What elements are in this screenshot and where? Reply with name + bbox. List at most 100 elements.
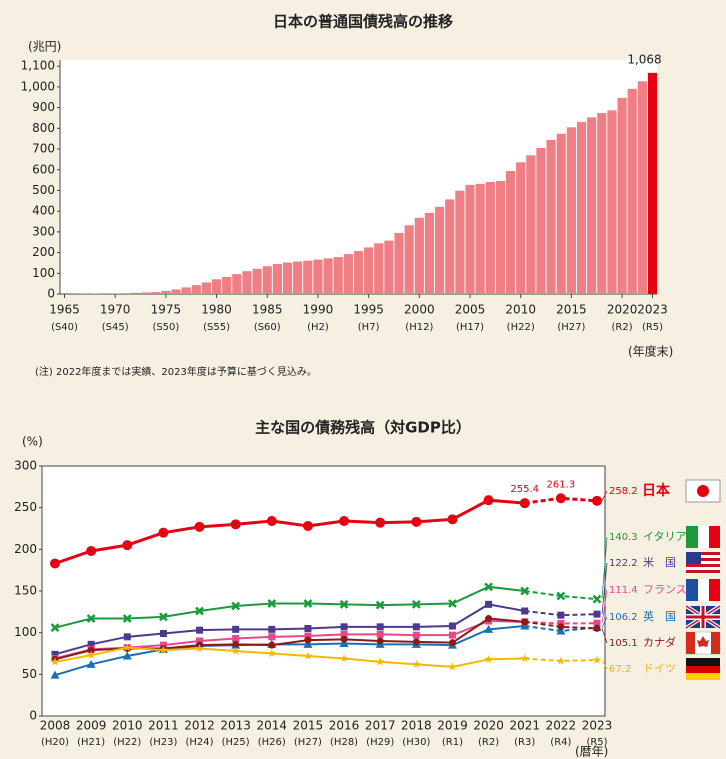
bar xyxy=(222,277,232,294)
x-tick-label: 1995 xyxy=(353,303,384,317)
bar xyxy=(445,199,455,294)
bar xyxy=(272,263,282,294)
marker xyxy=(557,623,565,631)
x-tick-label: 1975 xyxy=(151,303,182,317)
x-era-label: (R4) xyxy=(550,737,571,748)
legend-label: 米 国 xyxy=(643,556,676,569)
x-tick-label: 2021 xyxy=(509,719,540,733)
bar xyxy=(232,274,242,294)
marker xyxy=(447,514,458,525)
x-era-label: (R3) xyxy=(514,737,535,748)
bar xyxy=(394,232,404,294)
marker xyxy=(376,637,384,645)
plot-frame xyxy=(41,465,606,717)
bar xyxy=(130,292,141,294)
bar xyxy=(100,293,110,294)
marker xyxy=(340,635,348,643)
marker xyxy=(448,622,456,630)
marker xyxy=(267,648,277,658)
marker xyxy=(521,607,529,615)
marker xyxy=(195,643,204,653)
bar xyxy=(465,184,475,294)
bar xyxy=(211,279,222,294)
marker xyxy=(231,601,241,611)
marker xyxy=(50,670,60,679)
bar xyxy=(424,212,435,294)
bar xyxy=(637,81,647,295)
x-tick-label: 2020 xyxy=(607,303,638,317)
marker xyxy=(484,624,494,633)
marker xyxy=(86,546,97,556)
legend-label: イタリア xyxy=(643,530,687,543)
x-tick-label: 2018 xyxy=(401,719,432,733)
bar xyxy=(627,88,637,294)
bar xyxy=(384,240,394,294)
marker xyxy=(412,631,420,639)
bar xyxy=(526,155,536,294)
marker xyxy=(303,651,313,660)
y-tick-label: 250 xyxy=(14,500,37,514)
bar xyxy=(282,262,293,294)
marker xyxy=(302,521,313,531)
marker xyxy=(593,624,601,632)
x-era-label: (H29) xyxy=(366,737,394,748)
x-era-label: (H26) xyxy=(258,737,286,748)
marker xyxy=(86,614,96,623)
y-tick-label: 0 xyxy=(47,287,55,301)
bar xyxy=(364,247,374,294)
marker xyxy=(519,498,530,509)
bar xyxy=(252,268,262,294)
bar xyxy=(201,282,212,294)
end-value-label: 67.2 xyxy=(609,664,631,675)
bar xyxy=(435,206,445,294)
leader-line xyxy=(601,562,608,615)
marker xyxy=(159,612,168,622)
marker xyxy=(556,591,566,601)
bar xyxy=(303,260,313,294)
marker xyxy=(556,626,566,635)
bar xyxy=(516,162,526,294)
bar xyxy=(181,287,191,294)
y-tick-label: 100 xyxy=(32,266,55,280)
x-tick-label: 2014 xyxy=(257,719,288,733)
marker xyxy=(375,517,386,528)
marker xyxy=(232,640,240,648)
marker xyxy=(303,599,313,608)
x-era-label: (R1) xyxy=(442,737,463,748)
x-era-label: (H17) xyxy=(456,322,484,333)
bar xyxy=(404,225,414,294)
leader-line xyxy=(601,490,608,502)
x-era-label: (H28) xyxy=(330,737,358,748)
marker xyxy=(339,653,349,663)
flag-canada xyxy=(685,631,721,655)
bar xyxy=(90,293,100,294)
marker xyxy=(484,582,493,592)
bar xyxy=(313,259,323,294)
y-tick-label: 300 xyxy=(32,224,55,238)
marker xyxy=(304,625,312,632)
note: (注) 2022年度までは実績、2023年度は予算に基づく見込み。 xyxy=(35,365,317,378)
x-era-label: (H21) xyxy=(77,737,105,748)
bar xyxy=(120,293,130,294)
marker xyxy=(122,651,132,660)
y-tick-label: 1,000 xyxy=(21,79,55,93)
x-axis-label: (年度末) xyxy=(628,344,673,359)
bar xyxy=(647,72,658,295)
marker xyxy=(412,638,420,646)
x-era-label: (R2) xyxy=(478,737,499,748)
x-era-label: (R2) xyxy=(612,322,633,333)
x-tick-label: 1980 xyxy=(201,303,232,317)
x-era-label: (S40) xyxy=(51,322,78,333)
marker xyxy=(340,630,348,638)
x-tick-label: 1965 xyxy=(49,303,80,317)
flag-japan xyxy=(685,479,721,503)
y-tick-label: 0 xyxy=(29,709,37,723)
bar xyxy=(333,257,343,294)
marker xyxy=(339,599,349,609)
marker xyxy=(50,558,60,569)
value-label: 1,068 xyxy=(627,52,661,66)
marker xyxy=(592,594,602,604)
leader-line xyxy=(601,536,608,600)
marker xyxy=(556,656,566,665)
bar xyxy=(110,293,120,294)
